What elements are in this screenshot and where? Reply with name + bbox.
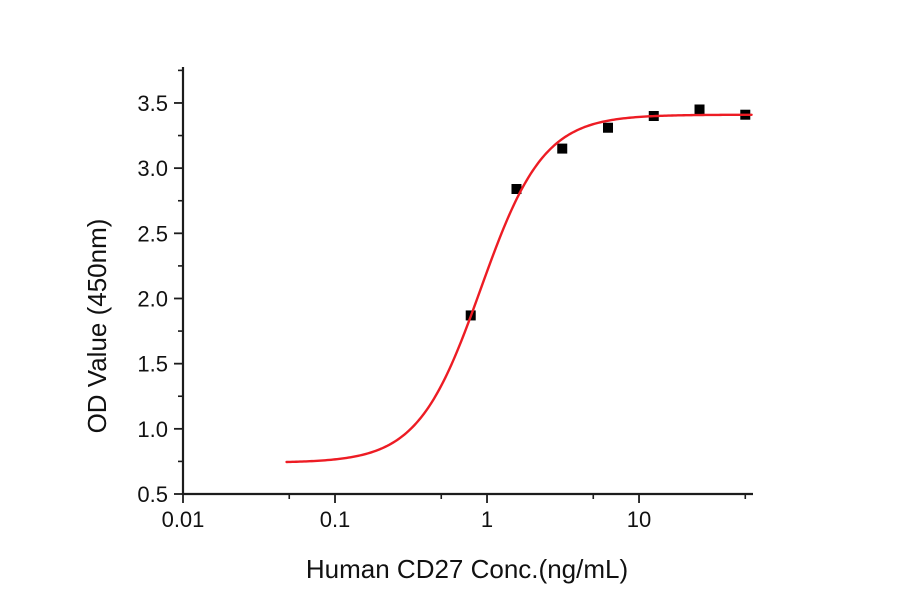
y-tick-label: 1.5 xyxy=(137,352,168,377)
y-tick-label: 0.5 xyxy=(137,482,168,507)
fit-curve-layer xyxy=(285,113,753,464)
y-tick-label: 3.5 xyxy=(137,91,168,116)
axes-layer xyxy=(181,67,753,496)
data-point-marker xyxy=(694,104,705,115)
x-tick-label: 10 xyxy=(627,507,651,532)
data-point-marker xyxy=(511,184,522,194)
tick-labels-layer: 0.01 0.1 1 10 0.5 1.0 1.5 2.0 2.5 3.0 3.5 xyxy=(137,91,651,532)
fit-curve-path xyxy=(285,113,753,464)
axis-lines xyxy=(181,67,753,496)
x-tick-label: 0.1 xyxy=(320,507,351,532)
data-point-marker xyxy=(557,143,568,154)
x-axis-title: Human CD27 Conc.(ng/mL) xyxy=(306,554,628,584)
data-points-layer xyxy=(465,104,751,321)
y-tick-label: 2.5 xyxy=(137,221,168,246)
y-axis-title: OD Value (450nm) xyxy=(82,219,112,434)
ticks-layer xyxy=(174,69,747,503)
y-tick-label: 1.0 xyxy=(137,417,168,442)
y-tick-label: 3.0 xyxy=(137,156,168,181)
x-tick-label: 1 xyxy=(481,507,493,532)
data-point-marker xyxy=(603,122,614,133)
y-tick-label: 2.0 xyxy=(137,286,168,311)
x-tick-label: 0.01 xyxy=(162,507,205,532)
